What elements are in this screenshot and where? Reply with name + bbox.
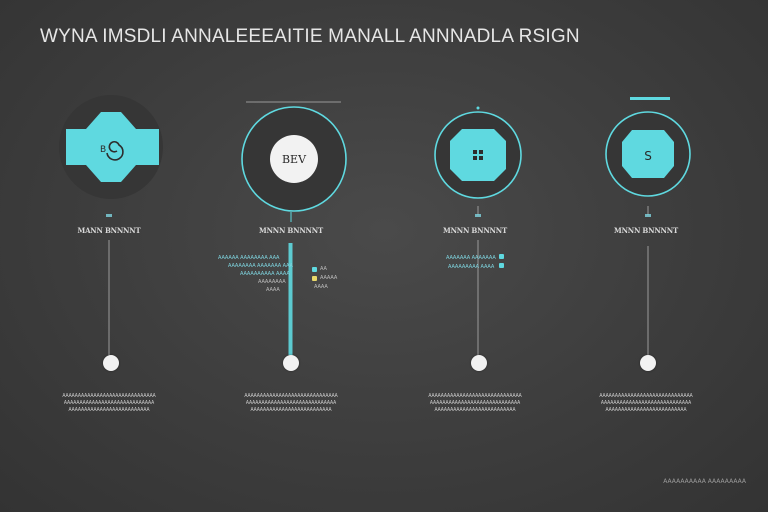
s-badge-icon: S	[605, 111, 691, 197]
header-tick-4	[630, 97, 670, 100]
timeline-node[interactable]	[283, 355, 299, 371]
svg-text:B: B	[100, 145, 106, 155]
side-note: AAAA	[314, 284, 328, 290]
side-note: AAAAAA AAAAAAAA AAA	[218, 255, 280, 261]
side-note: AAAAAAAA AAAAAAA AAA	[228, 263, 293, 269]
svg-text:S: S	[644, 149, 652, 163]
step-label: MNNN BNNNNT	[614, 226, 678, 235]
step-label: MNNN BNNNNT	[443, 226, 507, 235]
diagram-title: WYNA IMSDLI ANNALEEEAITIE MANALL ANNNADL…	[40, 26, 580, 47]
header-tick-2	[246, 101, 341, 103]
connector-line-2	[288, 243, 293, 355]
legend-swatch-yellow	[312, 276, 317, 281]
svg-text:BEV: BEV	[282, 153, 307, 166]
side-note: AAAAAAAA	[258, 279, 286, 285]
spiral-icon: B	[59, 95, 163, 199]
step-description: AAAAAAAAAAAAAAAAAAAAAAAAAAAAAA AAAAAAAAA…	[244, 393, 338, 413]
step-index-marker	[475, 214, 481, 217]
step-description: AAAAAAAAAAAAAAAAAAAAAAAAAAAAAA AAAAAAAAA…	[428, 393, 522, 413]
header-dot-3	[476, 106, 480, 110]
side-note: AAAAAAAAA AAAA	[448, 264, 495, 270]
side-note: AA	[320, 266, 327, 272]
legend-swatch-cyan	[499, 263, 504, 268]
side-note: AAAAA	[320, 275, 338, 281]
grid-icon	[434, 111, 522, 199]
step-index-marker	[106, 214, 112, 217]
legend-swatch-cyan	[499, 254, 504, 259]
circle-badge-icon: BEV	[241, 106, 347, 212]
step-label: MANN BNNNNT	[77, 226, 141, 235]
step-description: AAAAAAAAAAAAAAAAAAAAAAAAAAAAAA AAAAAAAAA…	[599, 393, 693, 413]
timeline-node[interactable]	[103, 355, 119, 371]
side-note: AAAAAAA AAAAAAA	[446, 255, 496, 261]
step-label: MNNN BNNNNT	[259, 226, 323, 235]
step-description: AAAAAAAAAAAAAAAAAAAAAAAAAAAAAA AAAAAAAAA…	[62, 393, 156, 413]
step-index-marker	[645, 214, 651, 217]
timeline-node[interactable]	[640, 355, 656, 371]
side-note: AAAAAAAAAA AAAA	[240, 271, 290, 277]
footer-credit: AAAAAAAAAA AAAAAAAAA	[663, 478, 746, 485]
side-note: AAAA	[266, 287, 280, 293]
timeline-node[interactable]	[471, 355, 487, 371]
legend-swatch-cyan	[312, 267, 317, 272]
